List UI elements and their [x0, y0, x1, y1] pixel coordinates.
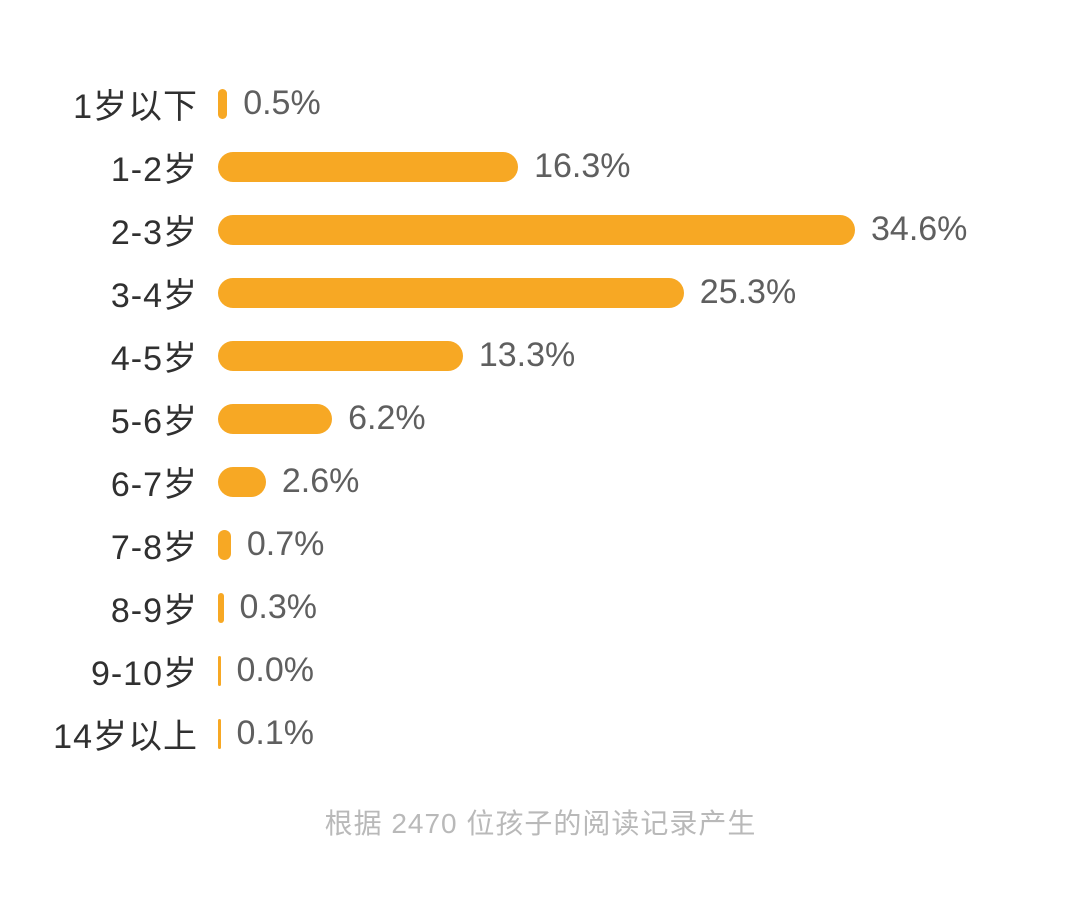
bar-area: 0.5% [218, 84, 1081, 123]
bar-row: 14岁以上 0.1% [0, 702, 1081, 765]
value-label: 34.6% [871, 210, 968, 248]
bar-row: 5-6岁 6.2% [0, 387, 1081, 450]
bar [218, 214, 855, 245]
bar-area: 25.3% [218, 273, 1081, 312]
bar-row: 1岁以下 0.5% [0, 72, 1081, 135]
category-label: 7-8岁 [110, 529, 198, 567]
bar-area: 0.7% [218, 525, 1081, 564]
bar [218, 529, 231, 560]
category-label: 9-10岁 [90, 655, 198, 693]
bar-area: 2.6% [218, 462, 1081, 501]
bar-area: 16.3% [218, 147, 1081, 186]
value-label: 0.7% [246, 525, 325, 563]
bar-area: 6.2% [218, 399, 1081, 438]
bar [218, 340, 463, 371]
category-label: 5-6岁 [110, 403, 198, 441]
category-label: 8-9岁 [110, 592, 198, 630]
category-label: 1-2岁 [110, 151, 198, 189]
value-label: 2.6% [281, 462, 360, 500]
bar-area: 13.3% [218, 336, 1081, 375]
bar-row: 3-4岁 25.3% [0, 261, 1081, 324]
category-label: 1岁以下 [73, 88, 198, 126]
bar [218, 466, 266, 497]
value-label: 0.0% [236, 651, 315, 689]
bar-row: 6-7岁 2.6% [0, 450, 1081, 513]
bar-area: 0.0% [218, 651, 1081, 690]
value-label: 13.3% [478, 336, 576, 374]
bar-chart: 1岁以下 0.5% 1-2岁 16.3% 2-3岁 34.6% 3-4岁 25.… [0, 72, 1081, 765]
value-label: 0.3% [239, 588, 318, 626]
bar-row: 2-3岁 34.6% [0, 198, 1081, 261]
bar-area: 0.3% [218, 588, 1081, 627]
bar-row: 9-10岁 0.0% [0, 639, 1081, 702]
bar [218, 592, 224, 623]
bar-row: 1-2岁 16.3% [0, 135, 1081, 198]
value-label: 25.3% [699, 273, 797, 311]
bar-area: 0.1% [218, 714, 1081, 753]
chart-footer-note: 根据 2470 位孩子的阅读记录产生 [324, 808, 757, 839]
bar [218, 403, 333, 434]
category-label: 14岁以上 [53, 718, 198, 756]
category-label: 4-5岁 [110, 340, 198, 378]
bar [218, 277, 684, 308]
value-label: 6.2% [348, 399, 426, 437]
bar [218, 718, 221, 749]
value-label: 0.5% [243, 84, 321, 122]
value-label: 16.3% [534, 147, 631, 185]
bar [218, 88, 228, 119]
bar-area: 34.6% [218, 210, 1081, 249]
bar-row: 8-9岁 0.3% [0, 576, 1081, 639]
bar-row: 7-8岁 0.7% [0, 513, 1081, 576]
category-label: 3-4岁 [110, 277, 198, 315]
bar [218, 655, 221, 686]
category-label: 2-3岁 [110, 214, 198, 252]
bar [218, 151, 519, 182]
category-label: 6-7岁 [110, 466, 198, 504]
value-label: 0.1% [236, 714, 315, 752]
bar-row: 4-5岁 13.3% [0, 324, 1081, 387]
